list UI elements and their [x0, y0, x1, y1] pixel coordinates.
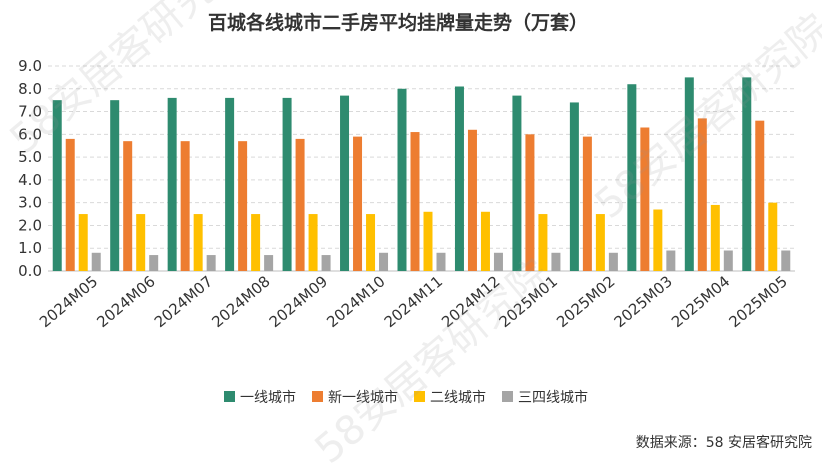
bar — [653, 209, 663, 271]
bar — [282, 97, 292, 271]
bar — [666, 250, 676, 271]
legend-label: 二线城市 — [430, 389, 486, 406]
x-tick-label: 2024M11 — [381, 272, 446, 331]
x-tick-label: 2025M04 — [668, 272, 733, 331]
bar — [480, 211, 490, 271]
bar — [454, 86, 464, 271]
bars — [52, 77, 791, 272]
bar — [742, 77, 752, 271]
bar — [493, 252, 503, 271]
bar — [206, 255, 216, 271]
legend-label: 新一线城市 — [328, 389, 398, 406]
bar — [768, 202, 778, 271]
bar-chart: 百城各线城市二手房平均挂牌量走势（万套） 0.0 1.0 2.0 3.0 4.0 5.0 6… — [18, 11, 812, 451]
bar — [264, 255, 274, 271]
bar — [65, 138, 75, 271]
legend-swatch — [224, 391, 235, 402]
legend: 一线城市 新一线城市 二线城市 三四线城市 — [224, 389, 588, 406]
gridlines — [48, 65, 795, 272]
bar — [136, 214, 146, 271]
x-tick-label: 2025M01 — [496, 272, 561, 331]
bar — [436, 252, 446, 271]
bar — [225, 97, 235, 271]
bar — [167, 97, 177, 271]
bar — [91, 252, 101, 271]
bar — [723, 250, 733, 271]
legend-label: 一线城市 — [240, 389, 296, 406]
bar — [251, 214, 261, 271]
bar — [123, 141, 133, 271]
bar — [180, 141, 190, 271]
bar — [582, 136, 592, 271]
x-tick-label: 2024M06 — [93, 272, 158, 331]
y-tick-label: 2.0 — [18, 216, 42, 234]
bar — [397, 88, 407, 272]
y-tick-label: 5.0 — [18, 148, 42, 166]
bar — [308, 214, 318, 271]
y-tick-label: 6.0 — [18, 125, 42, 143]
bar — [710, 204, 720, 271]
bar — [538, 214, 548, 271]
y-tick-label: 4.0 — [18, 171, 42, 189]
bar — [238, 141, 248, 271]
bar — [608, 252, 618, 271]
bar — [193, 214, 203, 271]
bar — [366, 214, 376, 271]
y-tick-label: 8.0 — [18, 80, 42, 98]
bar — [569, 102, 579, 271]
legend-swatch — [502, 391, 513, 402]
bar — [781, 250, 791, 271]
bar — [640, 127, 650, 271]
legend-swatch — [414, 391, 425, 402]
bar — [78, 214, 88, 271]
bar — [684, 77, 694, 271]
bar — [697, 118, 707, 271]
y-tick-label: 0.0 — [18, 262, 42, 280]
source-note: 数据来源：58 安居客研究院 — [636, 434, 812, 451]
bar — [755, 120, 765, 272]
legend-label: 三四线城市 — [518, 389, 588, 406]
bar — [525, 134, 535, 271]
bar — [353, 136, 363, 271]
x-tick-label: 2024M07 — [151, 272, 216, 331]
bar — [410, 132, 420, 271]
x-axis: 2024M052024M062024M072024M082024M092024M… — [36, 272, 791, 331]
x-tick-label: 2024M12 — [438, 272, 503, 331]
bar — [551, 252, 561, 271]
y-axis: 0.0 1.0 2.0 3.0 4.0 5.0 6.0 7.0 8.0 9.0 — [18, 57, 42, 280]
y-tick-label: 9.0 — [18, 57, 42, 75]
bar — [149, 255, 159, 271]
bar — [467, 129, 477, 271]
bar — [110, 100, 120, 272]
bar — [340, 95, 350, 271]
legend-swatch — [312, 391, 323, 402]
chart-title: 百城各线城市二手房平均挂牌量走势（万套） — [208, 11, 588, 34]
bar — [295, 138, 305, 271]
x-tick-label: 2024M08 — [208, 272, 273, 331]
x-tick-label: 2025M05 — [725, 272, 790, 331]
bar — [321, 255, 331, 271]
bar — [627, 84, 637, 271]
y-tick-label: 7.0 — [18, 103, 42, 121]
bar — [52, 100, 62, 272]
x-tick-label: 2024M05 — [36, 272, 101, 331]
bar — [379, 252, 389, 271]
bar — [423, 211, 433, 271]
x-tick-label: 2025M02 — [553, 272, 618, 331]
x-tick-label: 2024M09 — [266, 272, 331, 331]
y-tick-label: 1.0 — [18, 239, 42, 257]
bar — [595, 214, 605, 271]
x-tick-label: 2024M10 — [323, 272, 388, 331]
bar — [512, 95, 522, 271]
x-tick-label: 2025M03 — [611, 272, 676, 331]
y-tick-label: 3.0 — [18, 194, 42, 212]
